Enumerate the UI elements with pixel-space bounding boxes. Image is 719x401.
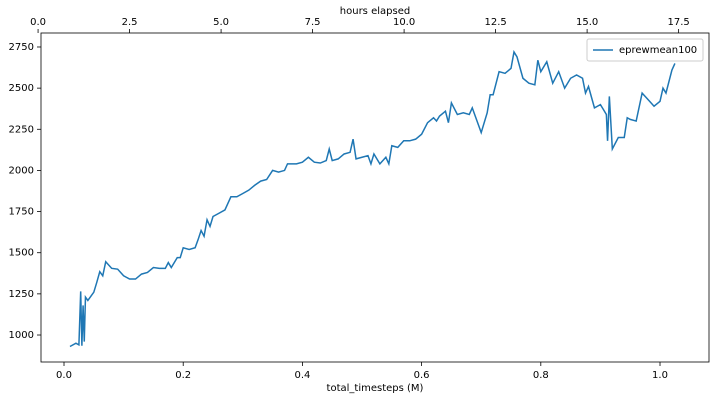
legend-box (586, 38, 704, 62)
x-tick-label: 0.2 (175, 370, 191, 381)
y-tick-label: 1000 (9, 330, 34, 341)
y-tick-label: 2500 (9, 83, 34, 94)
x-tick-label: 0.8 (533, 370, 549, 381)
legend-label: eprewmean100 (619, 45, 697, 56)
x2-tick-label: 12.5 (484, 17, 506, 28)
x2-tick-label: 17.5 (667, 17, 689, 28)
y-tick-label: 1750 (9, 207, 34, 218)
y-tick-label: 1500 (9, 248, 34, 259)
x2-tick-label: 15.0 (576, 17, 598, 28)
x-axis-label: total_timesteps (M) (327, 383, 424, 394)
data-line (69, 49, 676, 348)
x2-tick-label: 0.0 (30, 17, 46, 28)
x2-tick-label: 10.0 (393, 17, 415, 28)
x2-tick-label: 2.5 (122, 17, 138, 28)
x-tick-label: 0.0 (56, 370, 72, 381)
x2-tick-label: 7.5 (305, 17, 321, 28)
y-tick-label: 2250 (9, 124, 34, 135)
x-tick-label: 1.0 (652, 370, 668, 381)
y-tick-label: 2750 (9, 42, 34, 53)
y-tick-label: 2000 (9, 165, 34, 176)
plot-frame (40, 32, 710, 363)
x-tick-label: 0.4 (294, 370, 310, 381)
x-tick-label: 0.6 (414, 370, 430, 381)
y-tick-label: 1250 (9, 289, 34, 300)
x2-axis-label: hours elapsed (340, 6, 410, 17)
x2-tick-label: 5.0 (213, 17, 229, 28)
